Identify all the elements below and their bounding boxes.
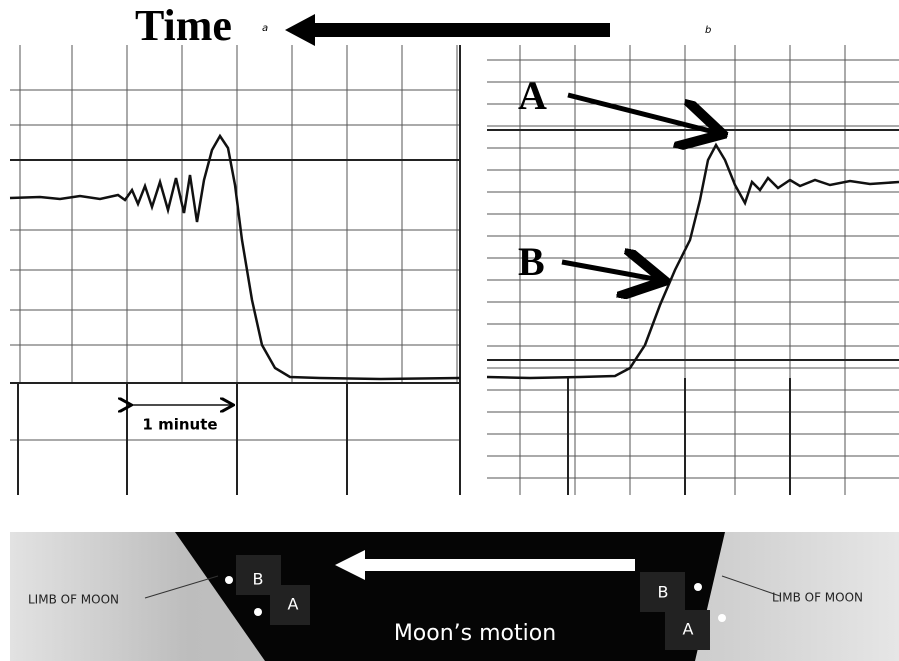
panel-b-grid [487,45,899,495]
arrow-a [568,95,718,133]
trace-b [487,145,899,378]
limb-label: LIMB OF MOON [772,591,863,605]
panel-label: b [705,25,711,36]
time-arrow-head [285,14,315,46]
arrow-b [562,262,660,280]
panel-a-grid [10,45,460,495]
point-a: A [518,73,547,118]
motion-caption: Moon’s motion [394,621,556,646]
star [225,576,233,584]
star [254,608,262,616]
time-arrow-shaft [310,23,610,37]
star-label: A [288,595,299,614]
time-label: Time [135,1,232,50]
point-b: B [518,239,545,284]
star-label: A [683,620,694,639]
minute-label: 1 minute [142,416,217,434]
panel-label: a [262,23,268,34]
figure: Time a b 1 minute A B B A B A Moon’s mot… [0,0,899,661]
star [694,583,702,591]
trace-a [10,136,460,379]
star-label: B [253,570,264,589]
limb-label: LIMB OF MOON [28,593,119,607]
motion-arrow-shaft [360,559,635,571]
star [718,614,726,622]
star-label: B [658,583,669,602]
